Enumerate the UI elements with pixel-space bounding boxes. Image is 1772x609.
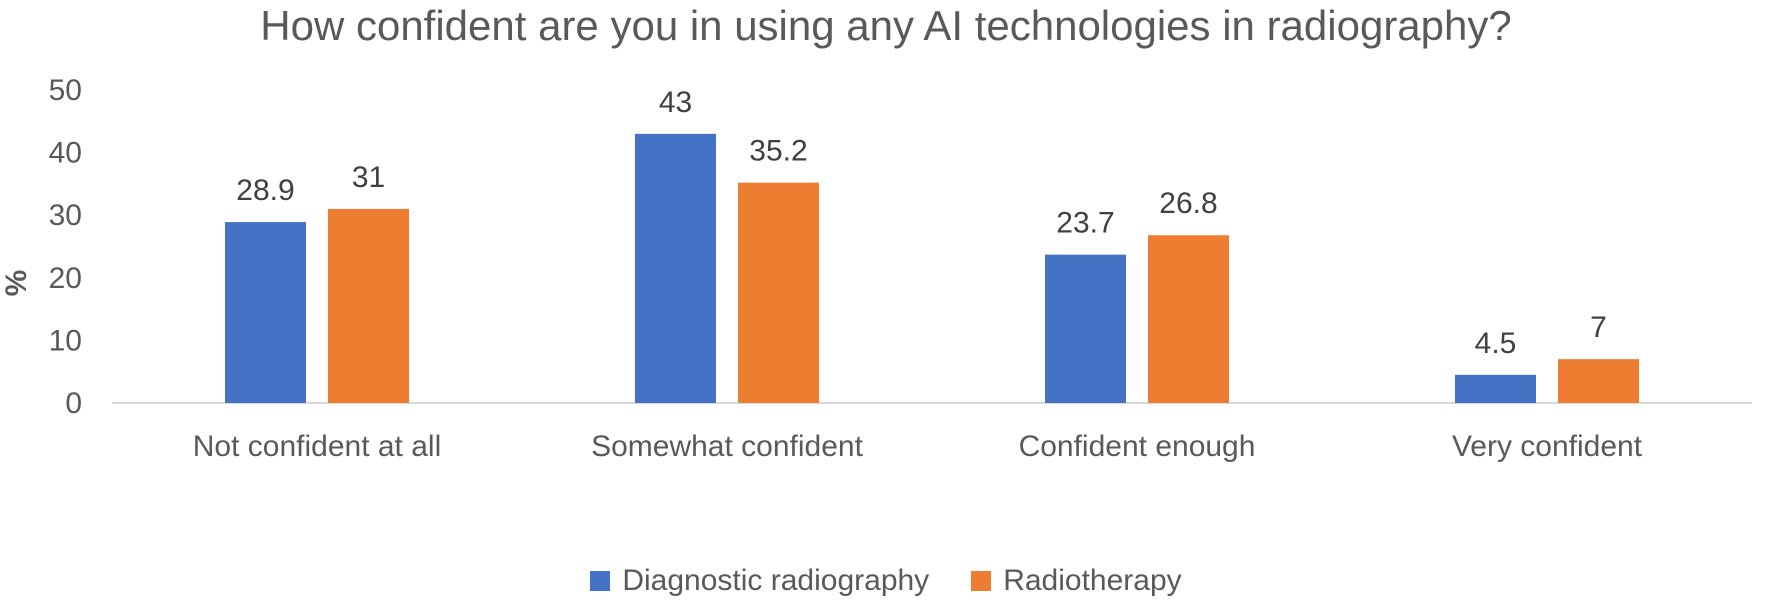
legend: Diagnostic radiography Radiotherapy [0, 564, 1772, 598]
y-tick-label: 0 [65, 387, 82, 420]
legend-label-radiotherapy: Radiotherapy [1003, 564, 1182, 597]
bar [738, 182, 819, 403]
legend-swatch-diagnostic [590, 571, 611, 591]
x-tick-label: Confident enough [1019, 430, 1256, 463]
x-tick-label: Very confident [1452, 430, 1643, 463]
y-tick-label: 50 [49, 74, 82, 107]
data-label: 28.9 [236, 174, 294, 207]
bar [225, 222, 306, 403]
data-label: 43 [659, 86, 692, 119]
data-label: 4.5 [1475, 327, 1517, 360]
bar [1455, 374, 1536, 403]
data-label: 31 [352, 161, 385, 194]
data-label: 23.7 [1056, 207, 1114, 240]
chart-title: How confident are you in using any AI te… [260, 2, 1512, 49]
y-tick-label: 30 [49, 199, 82, 232]
bar [1045, 254, 1126, 403]
y-tick-label: 10 [49, 324, 82, 357]
legend-item-radiotherapy: Radiotherapy [971, 564, 1182, 598]
data-label: 7 [1590, 311, 1607, 344]
data-label: 26.8 [1159, 187, 1217, 220]
bar [635, 133, 716, 403]
legend-label-diagnostic: Diagnostic radiography [622, 564, 930, 597]
bar [328, 208, 409, 403]
legend-item-diagnostic: Diagnostic radiography [590, 564, 929, 598]
x-tick-label: Not confident at all [193, 430, 441, 463]
bar [1148, 235, 1229, 403]
data-label: 35.2 [749, 135, 807, 168]
y-tick-label: 40 [49, 137, 82, 170]
y-tick-label: 20 [49, 262, 82, 295]
legend-swatch-radiotherapy [971, 571, 992, 591]
bar [1558, 359, 1639, 403]
x-tick-label: Somewhat confident [591, 430, 863, 463]
